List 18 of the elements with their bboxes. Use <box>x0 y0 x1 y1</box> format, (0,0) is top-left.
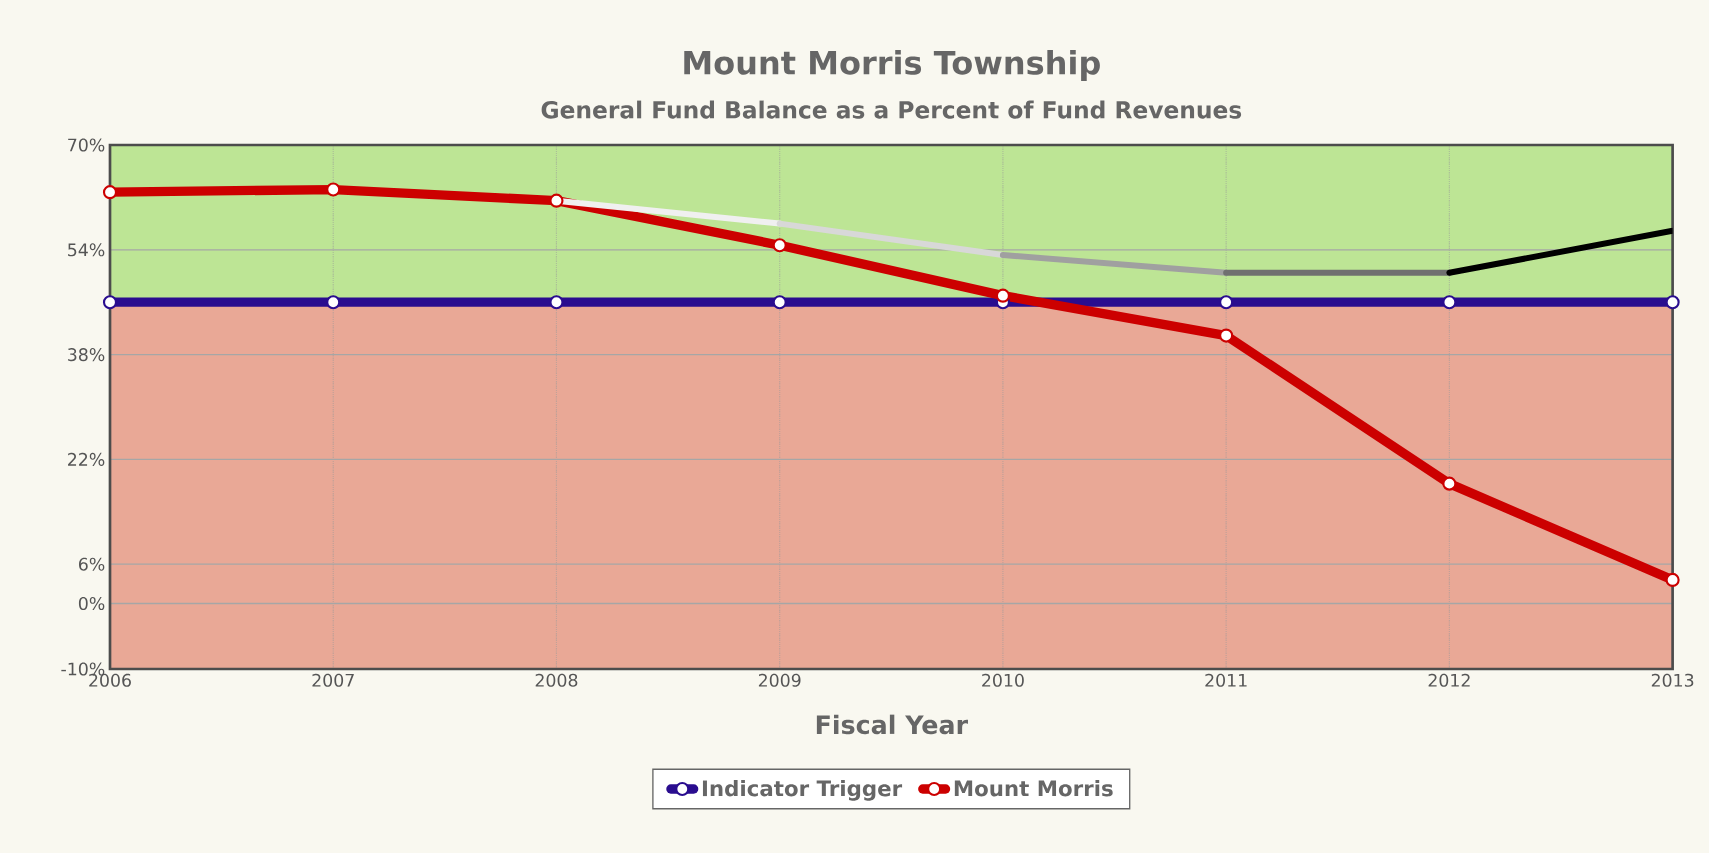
y-tick-label: 54% <box>68 243 105 257</box>
x-tick-label: 2011 <box>1205 673 1247 687</box>
y-tick-label: 6% <box>79 557 105 571</box>
y-tick-label: 0% <box>78 596 105 611</box>
x-tick-label: 2009 <box>758 673 801 687</box>
y-tick-label: 70% <box>68 138 105 152</box>
legend-label: Indicator Trigger <box>702 779 903 801</box>
x-tick-label: 2008 <box>535 673 578 687</box>
x-tick-label: 2013 <box>1651 673 1694 687</box>
x-tick-label: 2012 <box>1428 673 1470 687</box>
x-tick-label: 2007 <box>312 673 354 687</box>
y-tick-label: 38% <box>68 348 105 362</box>
x-axis-title: Fiscal Year <box>816 714 968 735</box>
chart-title: Mount Morris Township <box>684 50 1100 81</box>
y-tick-label: 22% <box>68 452 105 466</box>
legend-label: Mount Morris <box>954 779 1113 797</box>
chart-subtitle: General Fund Balance as a Percent of Fund Revenues <box>541 100 1242 119</box>
x-tick-label: 2010 <box>982 673 1024 687</box>
